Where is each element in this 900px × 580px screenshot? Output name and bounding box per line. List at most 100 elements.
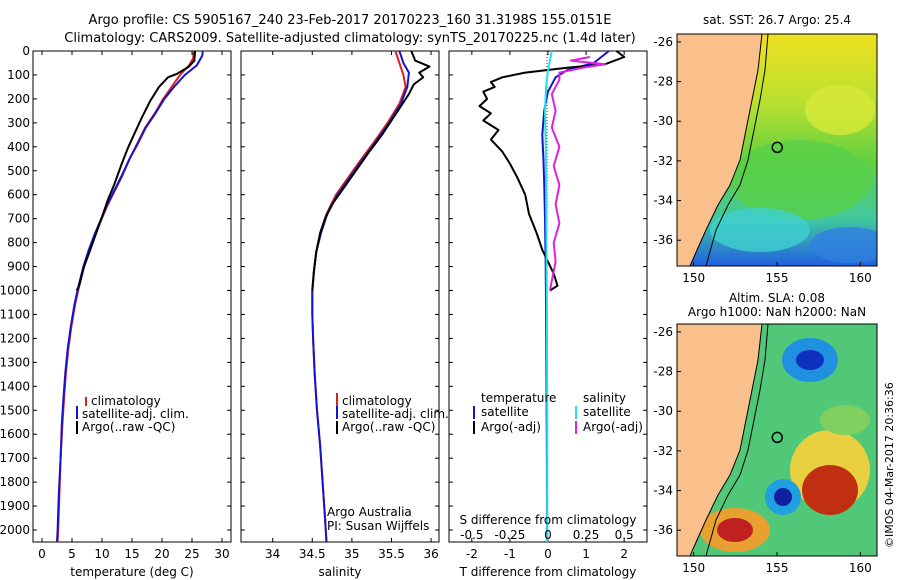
depth-tick-label: 0 — [22, 44, 30, 58]
sla-longitude-ticks: 150 155 160 — [682, 552, 872, 575]
institution-label: Argo Australia — [327, 505, 412, 519]
sla-map-panel: Altim. SLA: 0.08 Argo h1000: NaN h2000: … — [653, 291, 878, 575]
difference-depth-ticks — [449, 50, 647, 531]
sla-title-line-2: Argo h1000: NaN h2000: NaN — [688, 305, 866, 319]
salinity-axes-frame — [240, 50, 440, 543]
x-tick-label: 36 — [423, 547, 438, 561]
legend-label-climatology: climatology — [342, 394, 412, 408]
lon-tick-label: 160 — [849, 271, 872, 285]
depth-tick-label: 1000 — [0, 284, 30, 298]
header-line-2: Climatology: CARS2009. Satellite-adjuste… — [64, 31, 636, 46]
sla-argo-position-marker — [771, 431, 784, 444]
legend-label-climatology: climatology — [91, 394, 161, 408]
depth-tick-label: 500 — [7, 164, 30, 178]
x-tick-label: 35.5 — [378, 547, 405, 561]
sst-cold-patch — [810, 227, 877, 263]
x-tick-label: 25 — [184, 547, 199, 561]
legend-label-satellite: satellite-adj. clim. — [82, 407, 189, 421]
lat-tick-label: -30 — [653, 114, 673, 128]
depth-tick-label: 1700 — [0, 451, 30, 465]
lon-tick-label: 155 — [766, 561, 789, 575]
salinity-legend: climatology satellite-adj. clim. Argo(..… — [336, 393, 449, 434]
legend-title-salinity: salinity — [583, 391, 626, 405]
lat-tick-label: -28 — [653, 365, 673, 379]
x-tick-label: 0 — [38, 547, 46, 561]
sla-latitude-ticks: -26 -28 -30 -32 -34 -36 — [653, 325, 681, 537]
legend-label-salinity-satellite: satellite — [583, 405, 631, 419]
pi-label: PI: Susan Wijffels — [327, 519, 429, 533]
salinity-series-lines — [311, 50, 431, 543]
sst-shelf-contour — [705, 34, 769, 266]
depth-tick-label: 1600 — [0, 427, 30, 441]
sst-warm-eddy — [730, 140, 870, 220]
series-line-salinity-argo-adj- — [548, 56, 607, 291]
sst-latitude-ticks: -26 -28 -30 -32 -34 -36 — [653, 35, 681, 247]
lat-tick-label: -28 — [653, 75, 673, 89]
depth-tick-label: 800 — [7, 236, 30, 250]
depth-tick-label: 1300 — [0, 355, 30, 369]
difference-xlabel: T difference from climatology — [459, 565, 637, 579]
depth-tick-label: 1500 — [0, 403, 30, 417]
lat-tick-label: -34 — [653, 484, 673, 498]
sla-shelf-contour — [705, 324, 769, 556]
sla-weak-positive — [820, 405, 870, 435]
temperature-axes-frame — [32, 50, 232, 543]
lat-tick-label: -32 — [653, 154, 673, 168]
lat-tick-label: -34 — [653, 194, 673, 208]
x-tick-label: 0 — [544, 547, 552, 561]
temperature-series-lines — [56, 50, 204, 543]
depth-tick-label: 1200 — [0, 331, 30, 345]
series-line-temperature-argo-adj- — [478, 50, 626, 292]
legend-label-salinity-argo: Argo(-adj) — [583, 420, 643, 434]
depth-tick-label: 700 — [7, 212, 30, 226]
difference-top-xlabel: S difference from climatology — [460, 513, 637, 527]
salinity-xlabel: salinity — [318, 565, 361, 579]
depth-tick-label: 2000 — [0, 523, 30, 537]
sla-title-line-1: Altim. SLA: 0.08 — [729, 291, 825, 305]
temperature-panel: 0100200300400500600700800900100011001200… — [0, 44, 232, 579]
header-line-1: Argo profile: CS 5905167_240 23-Feb-2017… — [89, 13, 612, 28]
lon-tick-label: 155 — [766, 271, 789, 285]
depth-tick-label: 1900 — [0, 499, 30, 513]
depth-tick-label: 100 — [7, 68, 30, 82]
salinity-diff-tick-label: 0.5 — [615, 528, 634, 542]
lat-tick-label: -36 — [653, 523, 673, 537]
difference-legend: temperature satellite Argo(-adj) salinit… — [473, 391, 643, 434]
sst-land-mask — [677, 34, 763, 266]
legend-label-temperature-satellite: satellite — [481, 405, 529, 419]
difference-panel: -2 -1 0 1 2 T difference from climatology S … — [448, 50, 648, 579]
sla-positive-core — [802, 465, 858, 515]
sst-argo-position-marker — [771, 141, 784, 154]
lat-tick-label: -26 — [653, 35, 673, 49]
sst-warm-patch — [805, 85, 875, 135]
lat-tick-label: -30 — [653, 404, 673, 418]
x-tick-label: 20 — [154, 547, 169, 561]
x-tick-label: 1 — [582, 547, 590, 561]
sla-land-mask — [677, 324, 763, 556]
imos-timestamp: ©IMOS 04-Mar-2017 20:36:36 — [883, 382, 896, 548]
lat-tick-label: -36 — [653, 233, 673, 247]
depth-tick-label: 1100 — [0, 307, 30, 321]
x-tick-label: -1 — [504, 547, 516, 561]
x-tick-label: 10 — [94, 547, 109, 561]
series-line-argo-raw-qc- — [311, 50, 431, 291]
temperature-legend: climatology satellite-adj. clim. Argo(..… — [76, 394, 189, 434]
depth-tick-label: 600 — [7, 188, 30, 202]
x-tick-label: 35 — [344, 547, 359, 561]
series-line-salinity-satellite — [544, 50, 553, 542]
sst-longitude-ticks: 150 155 160 — [682, 262, 872, 285]
sst-cool-patch — [710, 208, 810, 252]
legend-label-argo: Argo(..raw -QC) — [342, 420, 435, 434]
sst-map-panel: sat. SST: 26.7 Argo: 25.4 150 155 160 -26-… — [653, 13, 878, 285]
depth-axis-ticks: 0 100 200 300 400 500 600 700 800 900 1000 1100 1200… — [0, 44, 231, 537]
depth-tick-label: 1800 — [0, 475, 30, 489]
legend-title-temperature: temperature — [481, 391, 556, 405]
x-tick-label: 30 — [214, 547, 229, 561]
sla-south-core — [717, 518, 753, 542]
x-tick-label: 15 — [124, 547, 139, 561]
lat-tick-label: -32 — [653, 444, 673, 458]
lon-tick-label: 160 — [849, 561, 872, 575]
depth-tick-label: 200 — [7, 92, 30, 106]
depth-tick-label: 1400 — [0, 379, 30, 393]
